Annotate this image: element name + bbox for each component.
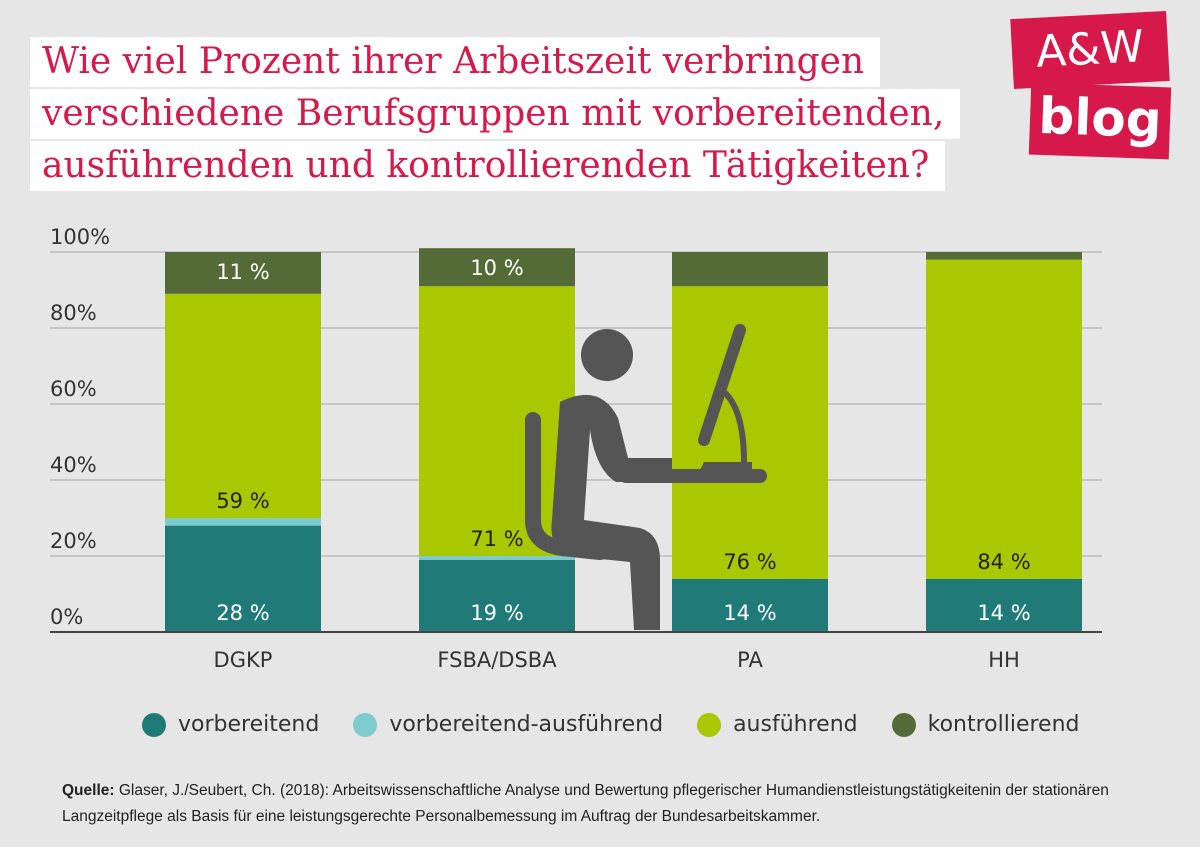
x-category-label: DGKP <box>214 648 273 672</box>
x-category-label: PA <box>737 648 763 672</box>
legend-dot-ausfuehrend <box>697 712 722 737</box>
bar-segment <box>926 578 1082 632</box>
legend-item-vorbereitend-ausfuehrend: vorbereitend-ausführend <box>353 712 663 737</box>
bar-segment <box>419 286 575 556</box>
x-category-label: FSBA/DSBA <box>437 648 557 672</box>
value-label: 10 % <box>470 256 523 280</box>
legend-item-ausfuehrend: ausführend <box>697 712 858 737</box>
y-tick-label: 0% <box>50 605 83 629</box>
bar-segment <box>419 559 575 632</box>
chart-title: Wie viel Prozent ihrer Arbeitszeit verbr… <box>30 37 961 193</box>
value-label: 28 % <box>216 601 269 625</box>
value-label: 11 % <box>216 260 269 284</box>
value-label: 14 % <box>977 601 1030 625</box>
title-line-3: ausführenden und kontrollierenden Tätigk… <box>30 141 946 191</box>
bar-segment <box>672 252 828 287</box>
legend-item-kontrollierend: kontrollierend <box>891 712 1080 737</box>
legend-label-ausfuehrend: ausführend <box>733 712 858 737</box>
value-label: 19 % <box>470 601 523 625</box>
y-tick-label: 100% <box>50 225 110 249</box>
y-tick-label: 20% <box>50 529 97 553</box>
bar-segment <box>165 252 321 294</box>
legend-dot-vorbereitend-ausfuehrend <box>353 712 378 737</box>
value-label: 14 % <box>723 601 776 625</box>
value-label: 71 % <box>470 527 523 551</box>
y-tick-label: 40% <box>50 453 97 477</box>
source-text: Glaser, J./Seubert, Ch. (2018): Arbeitsw… <box>62 782 1109 825</box>
chart-legend: vorbereitend vorbereitend-ausführend aus… <box>142 712 1114 737</box>
title-line-1: Wie viel Prozent ihrer Arbeitszeit verbr… <box>30 37 881 87</box>
bar-segment <box>926 259 1082 579</box>
bar-segment <box>165 518 321 526</box>
bar-segment <box>165 293 321 518</box>
source-note: Quelle: Glaser, J./Seubert, Ch. (2018): … <box>62 778 1162 830</box>
stacked-bar-chart: 0% 20% 40% 60% 80% 100% DGKP FSBA/DSBA PA HH 28 % 5… <box>50 225 1102 672</box>
legend-dot-kontrollierend <box>891 712 916 737</box>
x-category-label: HH <box>988 648 1020 672</box>
bar-segment <box>926 252 1082 260</box>
legend-item-vorbereitend: vorbereitend <box>142 712 319 737</box>
value-label: 59 % <box>216 489 269 513</box>
legend-label-kontrollierend: kontrollierend <box>927 712 1080 737</box>
legend-label-vorbereitend: vorbereitend <box>178 712 320 737</box>
y-tick-label: 80% <box>50 301 97 325</box>
bar-segment <box>419 556 575 560</box>
bar-segment <box>672 578 828 632</box>
legend-label-vorbereitend-ausfuehrend: vorbereitend-ausführend <box>389 712 664 737</box>
person-at-computer-icon <box>525 324 767 630</box>
value-label: 84 % <box>977 550 1030 574</box>
bar-segment <box>419 248 575 287</box>
source-label: Quelle: <box>62 782 115 799</box>
legend-dot-vorbereitend <box>142 712 166 737</box>
title-line-2: verschiedene Berufsgruppen mit vorbereit… <box>30 89 961 139</box>
bar-segment <box>165 525 321 632</box>
value-label: 76 % <box>723 550 776 574</box>
bar-segment <box>672 286 828 579</box>
y-tick-label: 60% <box>50 377 97 401</box>
